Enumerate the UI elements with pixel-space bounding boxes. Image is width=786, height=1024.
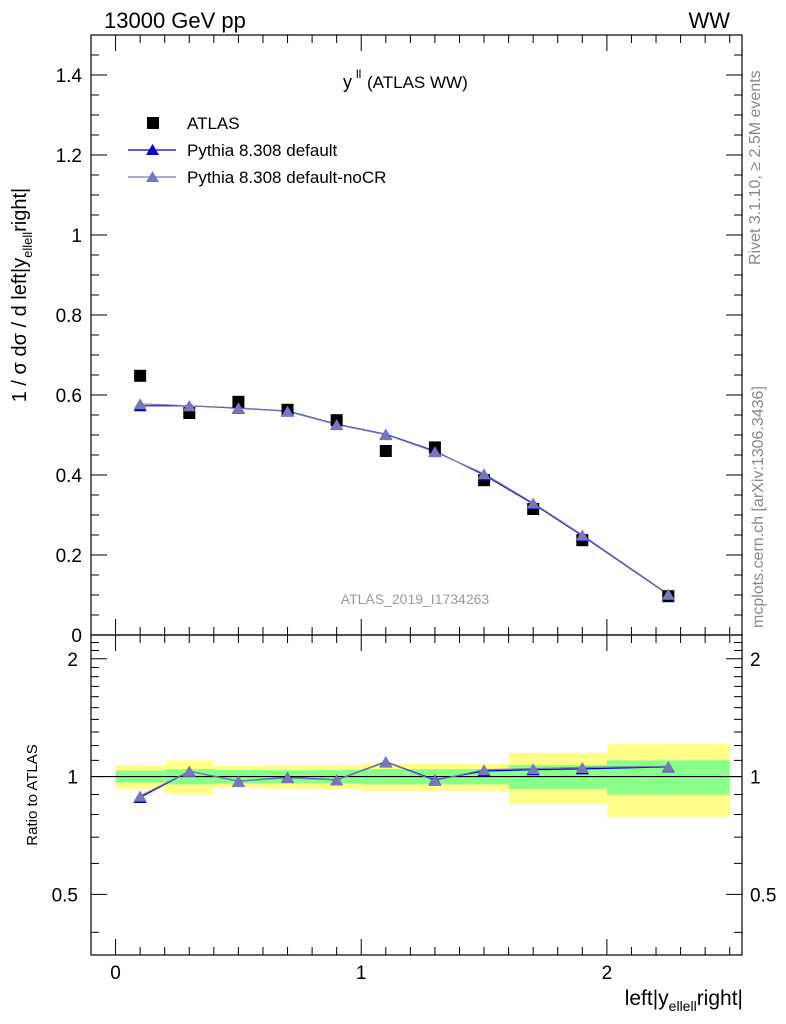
main-ylabel-text: 1 / σ dσ / d left|y bbox=[9, 258, 31, 402]
main-model-point-nocr bbox=[526, 497, 540, 509]
legend-atlas-marker bbox=[147, 117, 159, 129]
ratio-point-nocr bbox=[133, 790, 147, 802]
main-model-point-nocr bbox=[281, 405, 295, 417]
main-ytick-label: 0.8 bbox=[56, 306, 82, 327]
ratio-point-nocr bbox=[330, 774, 344, 786]
main-ytick-label: 1 bbox=[71, 226, 82, 247]
ratio-ytick-label-right: 0.5 bbox=[750, 885, 776, 906]
ratio-ytick-label-right: 2 bbox=[750, 650, 761, 671]
analysis-watermark: ATLAS_2019_I1734263 bbox=[341, 591, 490, 607]
ratio-xtick-label: 1 bbox=[356, 963, 367, 984]
main-model-point-nocr bbox=[477, 468, 491, 480]
ratio-ytick-label: 2 bbox=[67, 650, 78, 671]
ratio-point-nocr bbox=[477, 764, 491, 776]
main-model-point-nocr bbox=[379, 429, 393, 441]
ratio-xtick-label: 2 bbox=[602, 963, 613, 984]
ratio-y-axis-label: Ratio to ATLAS bbox=[24, 744, 41, 845]
main-ylabel-sub: ellell bbox=[20, 232, 35, 258]
ratio-ytick-label: 0.5 bbox=[52, 885, 78, 906]
header-process-label: WW bbox=[688, 8, 730, 33]
main-data-point bbox=[379, 445, 392, 457]
ratio-point-nocr bbox=[379, 756, 393, 768]
legend: ATLAS Pythia 8.308 default Pythia 8.308 … bbox=[128, 114, 386, 187]
main-ytick-label: 0.6 bbox=[56, 386, 82, 407]
ratio-panel: Ratio to ATLAS 0.5 0.5 1 1 2 2 0 1 2 left|yellel… bbox=[24, 634, 776, 1014]
main-model-point-nocr bbox=[182, 400, 196, 412]
main-model-point-nocr bbox=[133, 398, 147, 410]
svg-text:1 / σ dσ / d left|yellellrigh: 1 / σ dσ / d left|yellellright| bbox=[9, 188, 35, 403]
xlabel-sub: ellell bbox=[669, 998, 697, 1014]
main-title: y ll (ATLAS WW) bbox=[343, 67, 468, 92]
main-panel: y ll (ATLAS WW) ATLAS_2019_I1734263 1 / … bbox=[9, 34, 743, 647]
legend-atlas-label: ATLAS bbox=[187, 114, 240, 133]
mcplots-source-label: mcplots.cern.ch [arXiv:1306.3436] bbox=[750, 386, 767, 628]
legend-nocr-label: Pythia 8.308 default-noCR bbox=[187, 168, 386, 187]
main-title-rest: (ATLAS WW) bbox=[367, 73, 468, 92]
ratio-ytick-label-right: 1 bbox=[750, 768, 761, 789]
ratio-point-nocr bbox=[281, 772, 295, 784]
ratio-point-nocr bbox=[575, 761, 589, 773]
svg-text:left|yellellright|: left|yellellright| bbox=[625, 987, 743, 1014]
ratio-xtick-label: 0 bbox=[110, 963, 121, 984]
legend-nocr-marker bbox=[146, 171, 159, 182]
ratio-point-nocr bbox=[182, 765, 196, 777]
main-ylabel-end: right| bbox=[9, 188, 31, 232]
main-model-point-nocr bbox=[330, 419, 344, 431]
main-ytick-label: 1.2 bbox=[56, 146, 82, 167]
x-axis-label: left|yellellright| bbox=[625, 987, 743, 1014]
legend-default-label: Pythia 8.308 default bbox=[187, 141, 338, 160]
main-ytick-label: 0.2 bbox=[56, 546, 82, 567]
main-ytick-label: 1.4 bbox=[56, 66, 83, 87]
ratio-point-nocr bbox=[526, 763, 540, 775]
main-series-line-nocr bbox=[140, 403, 669, 595]
xlabel-end: right| bbox=[697, 987, 743, 1010]
ratio-point-nocr bbox=[661, 760, 675, 772]
main-ytick-label: 0 bbox=[71, 626, 82, 647]
main-title-var: y bbox=[343, 72, 352, 92]
ratio-point-nocr bbox=[428, 775, 442, 787]
main-ytick-label: 0.4 bbox=[56, 466, 83, 487]
legend-default-marker bbox=[146, 144, 159, 155]
xlabel-text: left|y bbox=[625, 987, 669, 1010]
main-title-sup: ll bbox=[356, 67, 361, 81]
main-model-point-nocr bbox=[661, 588, 675, 600]
main-model-point-nocr bbox=[428, 446, 442, 458]
main-model-point-nocr bbox=[575, 529, 589, 541]
main-model-point-nocr bbox=[231, 402, 245, 414]
rivet-version-label: Rivet 3.1.10, ≥ 2.5M events bbox=[747, 70, 764, 265]
ratio-point-nocr bbox=[231, 775, 245, 787]
main-data-point bbox=[232, 395, 245, 408]
ratio-frame bbox=[90, 634, 743, 956]
header-energy-label: 13000 GeV pp bbox=[104, 8, 246, 33]
main-series-line-default bbox=[140, 405, 669, 596]
ratio-ytick-label: 1 bbox=[67, 768, 78, 789]
main-y-axis-label: 1 / σ dσ / d left|yellellright| bbox=[9, 188, 35, 403]
main-data-point bbox=[134, 369, 147, 382]
